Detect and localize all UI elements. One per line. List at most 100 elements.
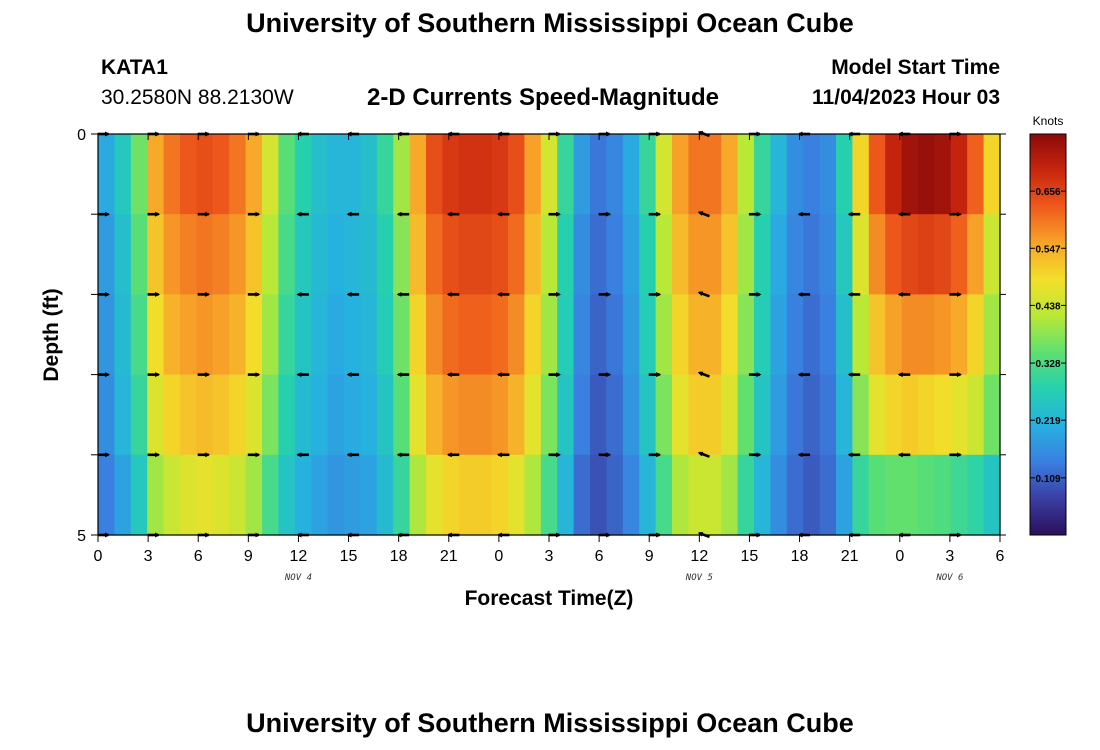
heatmap-cell <box>147 134 165 215</box>
heatmap-cell <box>491 374 509 456</box>
heatmap-cell <box>934 134 952 215</box>
heatmap-cell <box>803 134 821 215</box>
heatmap-cell <box>196 294 214 376</box>
heatmap-cell <box>524 214 542 295</box>
heatmap-cell <box>573 454 591 536</box>
heatmap-cell <box>967 134 985 215</box>
date-label: NOV 6 <box>935 573 963 583</box>
heatmap-cell <box>983 454 1001 536</box>
heatmap-cell <box>311 134 329 215</box>
heatmap-cell <box>901 134 919 215</box>
x-tick-label: 9 <box>645 548 654 565</box>
x-tick-label: 0 <box>94 548 103 565</box>
heatmap-cell <box>704 374 722 456</box>
heatmap-cell <box>885 294 903 376</box>
heatmap-cell <box>393 214 411 295</box>
heatmap-cell <box>442 374 460 456</box>
heatmap-cell <box>98 454 115 536</box>
heatmap-cell <box>196 134 214 215</box>
heatmap-cell <box>163 294 181 376</box>
heatmap-cell <box>557 134 575 215</box>
heatmap-cell <box>934 294 952 376</box>
x-tick-label: 18 <box>390 548 408 565</box>
heatmap-cell <box>918 294 935 376</box>
heatmap-cell <box>458 374 476 456</box>
heatmap-cell <box>606 214 624 295</box>
heatmap-cell <box>803 294 821 376</box>
heatmap-cell <box>442 294 460 376</box>
heatmap-cell <box>803 214 821 295</box>
heatmap-cell <box>180 374 197 456</box>
heatmap-cell <box>327 374 345 456</box>
heatmap-cell <box>294 374 312 456</box>
heatmap-cell <box>819 454 837 536</box>
heatmap-cell <box>721 374 739 456</box>
heatmap-cell <box>540 134 558 215</box>
heatmap-cell <box>508 134 525 215</box>
heatmap-cell <box>376 374 394 456</box>
heatmap-cell <box>245 214 263 295</box>
heatmap-cell <box>180 134 197 215</box>
heatmap-cell <box>229 374 247 456</box>
heatmap-cell <box>196 214 214 295</box>
heatmap-cell <box>245 374 263 456</box>
heatmap-cell <box>819 374 837 456</box>
heatmap-cell <box>639 374 657 456</box>
heatmap-cell <box>852 294 870 376</box>
heatmap-cell <box>852 214 870 295</box>
heatmap-cell <box>327 454 345 536</box>
heatmap-cell <box>672 294 689 376</box>
heatmap-cell <box>786 294 804 376</box>
heatmap-cell <box>885 374 903 456</box>
heatmap-cell <box>393 454 411 536</box>
heatmap-cell <box>163 214 181 295</box>
heatmap-cell <box>294 294 312 376</box>
heatmap-cell <box>622 134 640 215</box>
heatmap-cell <box>426 454 443 536</box>
heatmap-cell <box>836 454 853 536</box>
heatmap-cell <box>836 214 853 295</box>
heatmap-cell <box>130 134 148 215</box>
heatmap-cell <box>491 214 509 295</box>
heatmap-cell <box>475 134 493 215</box>
heatmap-cell <box>573 374 591 456</box>
heatmap-cell <box>524 294 542 376</box>
colorbar-tick-label: 0.328 <box>1035 359 1060 370</box>
heatmap-cell <box>475 294 493 376</box>
heatmap-cell <box>114 454 132 536</box>
heatmap-cell <box>967 454 985 536</box>
heatmap-cell <box>540 374 558 456</box>
heatmap-cell <box>836 134 853 215</box>
heatmap-cell <box>508 214 525 295</box>
heatmap-cell <box>475 214 493 295</box>
heatmap-cell <box>901 294 919 376</box>
heatmap-cell <box>278 214 296 295</box>
current-arrow <box>697 211 710 218</box>
x-tick-label: 18 <box>791 548 809 565</box>
heatmap-cell <box>639 294 657 376</box>
heatmap-cell <box>901 374 919 456</box>
y-tick-label: 0 <box>77 127 86 144</box>
heatmap-cell <box>98 134 115 215</box>
heatmap-cell <box>622 374 640 456</box>
heatmap-cell <box>885 214 903 295</box>
heatmap-cell <box>688 294 706 376</box>
heatmap-cell <box>98 374 115 456</box>
x-tick-label: 12 <box>690 548 708 565</box>
y-axis-label: Depth (ft) <box>40 288 63 381</box>
colorbar: Knots 0.109 0.219 0.328 0.438 0.547 0.656 <box>1029 114 1067 536</box>
heatmap-cell <box>311 294 329 376</box>
heatmap-cell <box>754 454 771 536</box>
heatmap-cell <box>786 214 804 295</box>
heatmap-cell <box>508 374 525 456</box>
heatmap-cell <box>327 134 345 215</box>
heatmap-cell <box>737 134 755 215</box>
current-arrow <box>697 291 710 298</box>
heatmap-cell <box>704 214 722 295</box>
heatmap-cell <box>491 134 509 215</box>
x-tick-label: 6 <box>996 548 1005 565</box>
heatmap-cell <box>786 454 804 536</box>
heatmap-cell <box>967 294 985 376</box>
heatmap-cell <box>655 374 673 456</box>
heatmap-cell <box>852 374 870 456</box>
